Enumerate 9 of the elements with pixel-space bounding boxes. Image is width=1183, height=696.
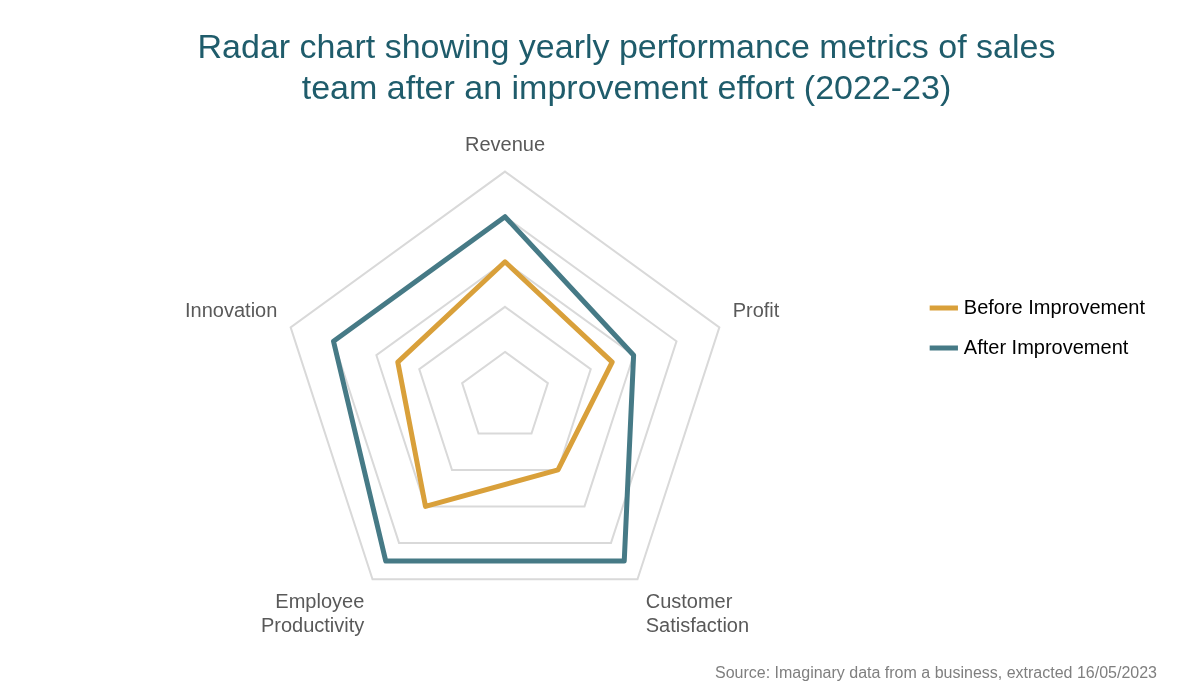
legend-label: Before Improvement [963,295,1146,318]
source-note: Source: Imaginary data from a business, extracted 16/05/2023 [714,664,1158,681]
legend-label: After Improvement [963,335,1129,358]
spoke-label: Innovation [185,298,278,321]
chart-title: Radar chart showing yearly performance metrics of sales team after an improvement effort (2022-23) [197,26,1056,106]
spoke-label: Employee Productivity [260,590,365,637]
spoke-label: Customer Satisfaction [645,590,750,637]
spoke-label: Profit [732,298,780,321]
spoke-label: Revenue [464,133,546,156]
